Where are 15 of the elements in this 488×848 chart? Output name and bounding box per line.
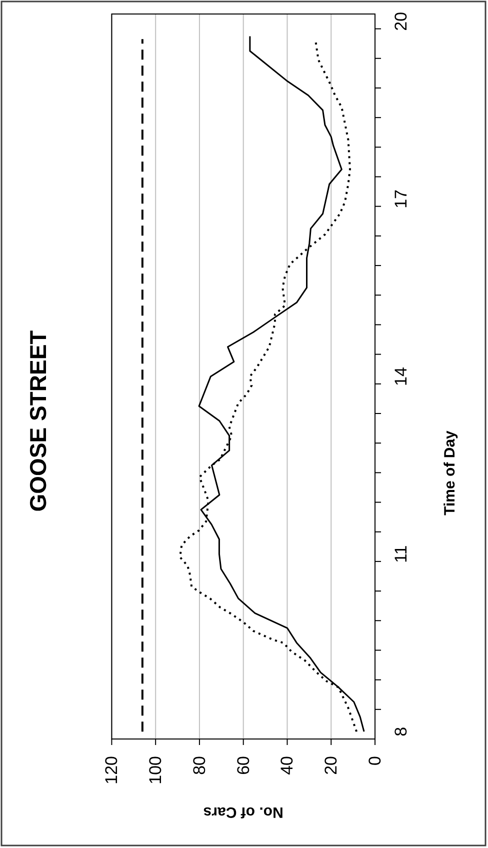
y-tick-label: 11: [392, 545, 410, 563]
x-tick-label: 80: [190, 756, 209, 775]
x-tick-label: 60: [234, 756, 253, 775]
x-tick-label: 20: [322, 756, 341, 775]
x-tick-label: 0: [366, 756, 384, 766]
x-axis-title: No. of Cars: [203, 804, 284, 820]
y-tick-label: 20: [392, 12, 410, 31]
y-tick-label: 17: [392, 189, 410, 208]
y-tick-label: 8: [392, 726, 410, 736]
x-tick-label: 100: [146, 756, 166, 784]
y-tick-label: 14: [392, 367, 410, 386]
x-tick-label: 120: [102, 756, 122, 784]
y-axis-title: Time of Day: [442, 430, 458, 516]
x-tick-label: 40: [278, 756, 297, 775]
text: GOOSE STREET: [25, 330, 51, 512]
